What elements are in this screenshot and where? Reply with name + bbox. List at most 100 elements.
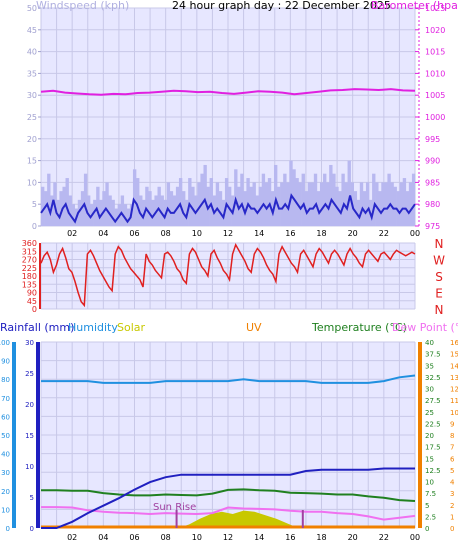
barometer-tick: 1020 <box>425 26 445 35</box>
uv-tick: 15 <box>450 351 458 359</box>
gust-bar <box>319 182 324 226</box>
gust-bar <box>405 191 410 226</box>
humidity-tick: 80 <box>1 376 10 384</box>
direction-tick: 270 <box>22 256 37 265</box>
uv-tick: 12 <box>450 386 458 394</box>
graph-title: 24 hour graph day : 22 December 2025 <box>172 0 391 12</box>
uv-tick: 3 <box>450 490 454 498</box>
uv-tick: 6 <box>450 455 455 463</box>
gust-bar <box>139 195 143 226</box>
humidity-tick: 60 <box>1 413 10 421</box>
gust-bar <box>59 191 63 226</box>
uv-tick: 2 <box>450 502 454 510</box>
gust-bar <box>362 191 367 226</box>
temperature-tick: 0 <box>425 525 429 533</box>
gust-bar <box>304 191 309 226</box>
gust-bar <box>56 199 60 226</box>
temperature-tick: 40 <box>425 339 434 347</box>
uv-tick: 7 <box>450 444 454 452</box>
gust-bar <box>203 164 207 226</box>
humidity-axis-bar <box>12 342 16 528</box>
gust-bar <box>329 164 333 226</box>
compass-label: S <box>435 270 443 284</box>
temperature-tick: 35 <box>425 362 434 370</box>
time-tick: 04 <box>98 229 108 238</box>
time-tick: 02 <box>67 229 77 238</box>
uv-tick: 9 <box>450 420 454 428</box>
uv-tick: 5 <box>450 467 454 475</box>
uv-axis-bar <box>418 342 422 528</box>
gust-bar <box>270 191 275 226</box>
direction-tick: 180 <box>22 272 37 281</box>
barometer-tick: 1015 <box>425 48 445 57</box>
temperature-tick: 37.5 <box>425 351 441 359</box>
windspeed-line <box>40 193 416 224</box>
gust-bar <box>50 195 54 226</box>
temperature-line <box>41 488 416 502</box>
gust-bar <box>307 182 312 226</box>
barometer-tick: 990 <box>425 157 440 166</box>
legend-temperature: Temperature (°C) <box>311 321 407 334</box>
rainfall-tick: 0 <box>30 525 34 533</box>
gust-bar <box>372 173 376 226</box>
humidity-tick: 100 <box>0 339 10 347</box>
gust-bar <box>286 182 290 226</box>
time-tick: 14 <box>254 229 264 238</box>
sunrise-label: Sun Rise <box>153 502 196 513</box>
rainfall-tick: 5 <box>30 494 34 502</box>
gust-bar <box>102 191 106 226</box>
gust-bar <box>228 186 232 226</box>
gust-bar <box>114 208 118 226</box>
time-tick: 20 <box>348 229 358 238</box>
gust-bar <box>280 182 284 226</box>
gust-bar <box>77 199 82 226</box>
humidity-tick: 50 <box>1 432 10 440</box>
time-tick: 18 <box>316 229 326 238</box>
time-tick: 18 <box>316 533 326 542</box>
humidity-tick: 20 <box>1 488 10 496</box>
rainfall-tick: 15 <box>25 432 34 440</box>
humidity-tick: 10 <box>1 506 10 514</box>
uv-tick: 11 <box>450 397 458 405</box>
time-tick: 22 <box>379 229 389 238</box>
direction-tick: 135 <box>22 280 37 289</box>
legend-dewpoint: Dew Point (°C) <box>392 321 458 334</box>
direction-tick: 0 <box>32 305 37 314</box>
gust-bar <box>123 204 128 226</box>
time-tick: 00 <box>410 229 420 238</box>
gust-bar <box>169 191 174 226</box>
gust-bar <box>108 195 112 226</box>
gust-bar <box>384 182 388 226</box>
gust-bar <box>332 173 336 226</box>
temperature-axis: 0 2.5 5 7.5 10 12.5 15 17.5 20 22.5 25 27.5 30 32.5 35… <box>425 339 441 533</box>
time-tick: 06 <box>129 533 139 542</box>
gust-bar <box>105 182 109 226</box>
gust-bar <box>240 173 244 226</box>
humidity-tick: 70 <box>1 395 10 403</box>
gust-bar <box>68 195 72 226</box>
gust-bar <box>41 186 45 226</box>
compass-label: N <box>435 237 444 251</box>
gust-bar <box>47 173 51 226</box>
time-tick: 00 <box>410 533 420 542</box>
time-tick: 20 <box>348 533 358 542</box>
gust-bar <box>344 182 348 226</box>
gust-bar <box>267 178 272 226</box>
windspeed-axis-label: Windspeed (kph) <box>36 0 129 12</box>
gust-bar <box>191 186 195 226</box>
time-tick: 06 <box>129 229 139 238</box>
gust-bar <box>200 173 204 226</box>
gust-bar <box>261 173 266 226</box>
wind-time-axis: 02 04 06 08 10 12 14 16 18 20 22 00 <box>67 229 420 238</box>
time-tick: 12 <box>223 533 233 542</box>
gust-bar <box>365 182 370 226</box>
rainfall-tick: 25 <box>25 370 34 378</box>
gust-bar <box>148 191 152 226</box>
gust-bar <box>209 178 213 226</box>
windspeed-tick: 0 <box>32 222 37 231</box>
gust-bar <box>341 173 345 226</box>
barometer-tick: 1000 <box>425 113 445 122</box>
